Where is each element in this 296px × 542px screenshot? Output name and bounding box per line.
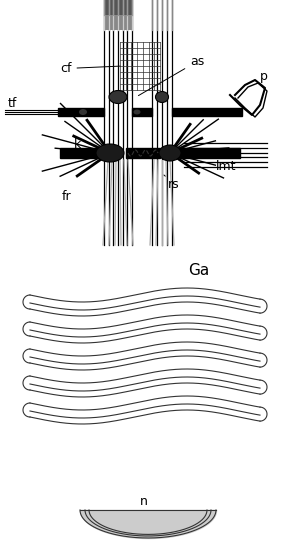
Ellipse shape bbox=[79, 109, 87, 115]
Polygon shape bbox=[60, 148, 98, 158]
Ellipse shape bbox=[155, 92, 168, 102]
Text: lmt: lmt bbox=[216, 160, 237, 173]
Text: as: as bbox=[139, 55, 204, 95]
Ellipse shape bbox=[159, 145, 181, 161]
Ellipse shape bbox=[109, 91, 127, 104]
Text: fr: fr bbox=[62, 190, 72, 203]
Text: rs: rs bbox=[164, 175, 180, 191]
Polygon shape bbox=[126, 148, 160, 158]
Polygon shape bbox=[172, 108, 242, 116]
Text: p: p bbox=[260, 70, 268, 83]
Polygon shape bbox=[132, 108, 152, 116]
Ellipse shape bbox=[133, 109, 141, 114]
Polygon shape bbox=[180, 148, 240, 158]
Bar bbox=[104, 0, 132, 15]
Ellipse shape bbox=[96, 144, 124, 162]
Text: cf: cf bbox=[60, 62, 120, 75]
Text: Ga: Ga bbox=[188, 263, 209, 278]
Text: k: k bbox=[74, 138, 81, 151]
Bar bbox=[104, 0, 132, 30]
Text: tf: tf bbox=[8, 97, 17, 110]
Polygon shape bbox=[58, 108, 104, 116]
Text: n: n bbox=[140, 495, 148, 508]
